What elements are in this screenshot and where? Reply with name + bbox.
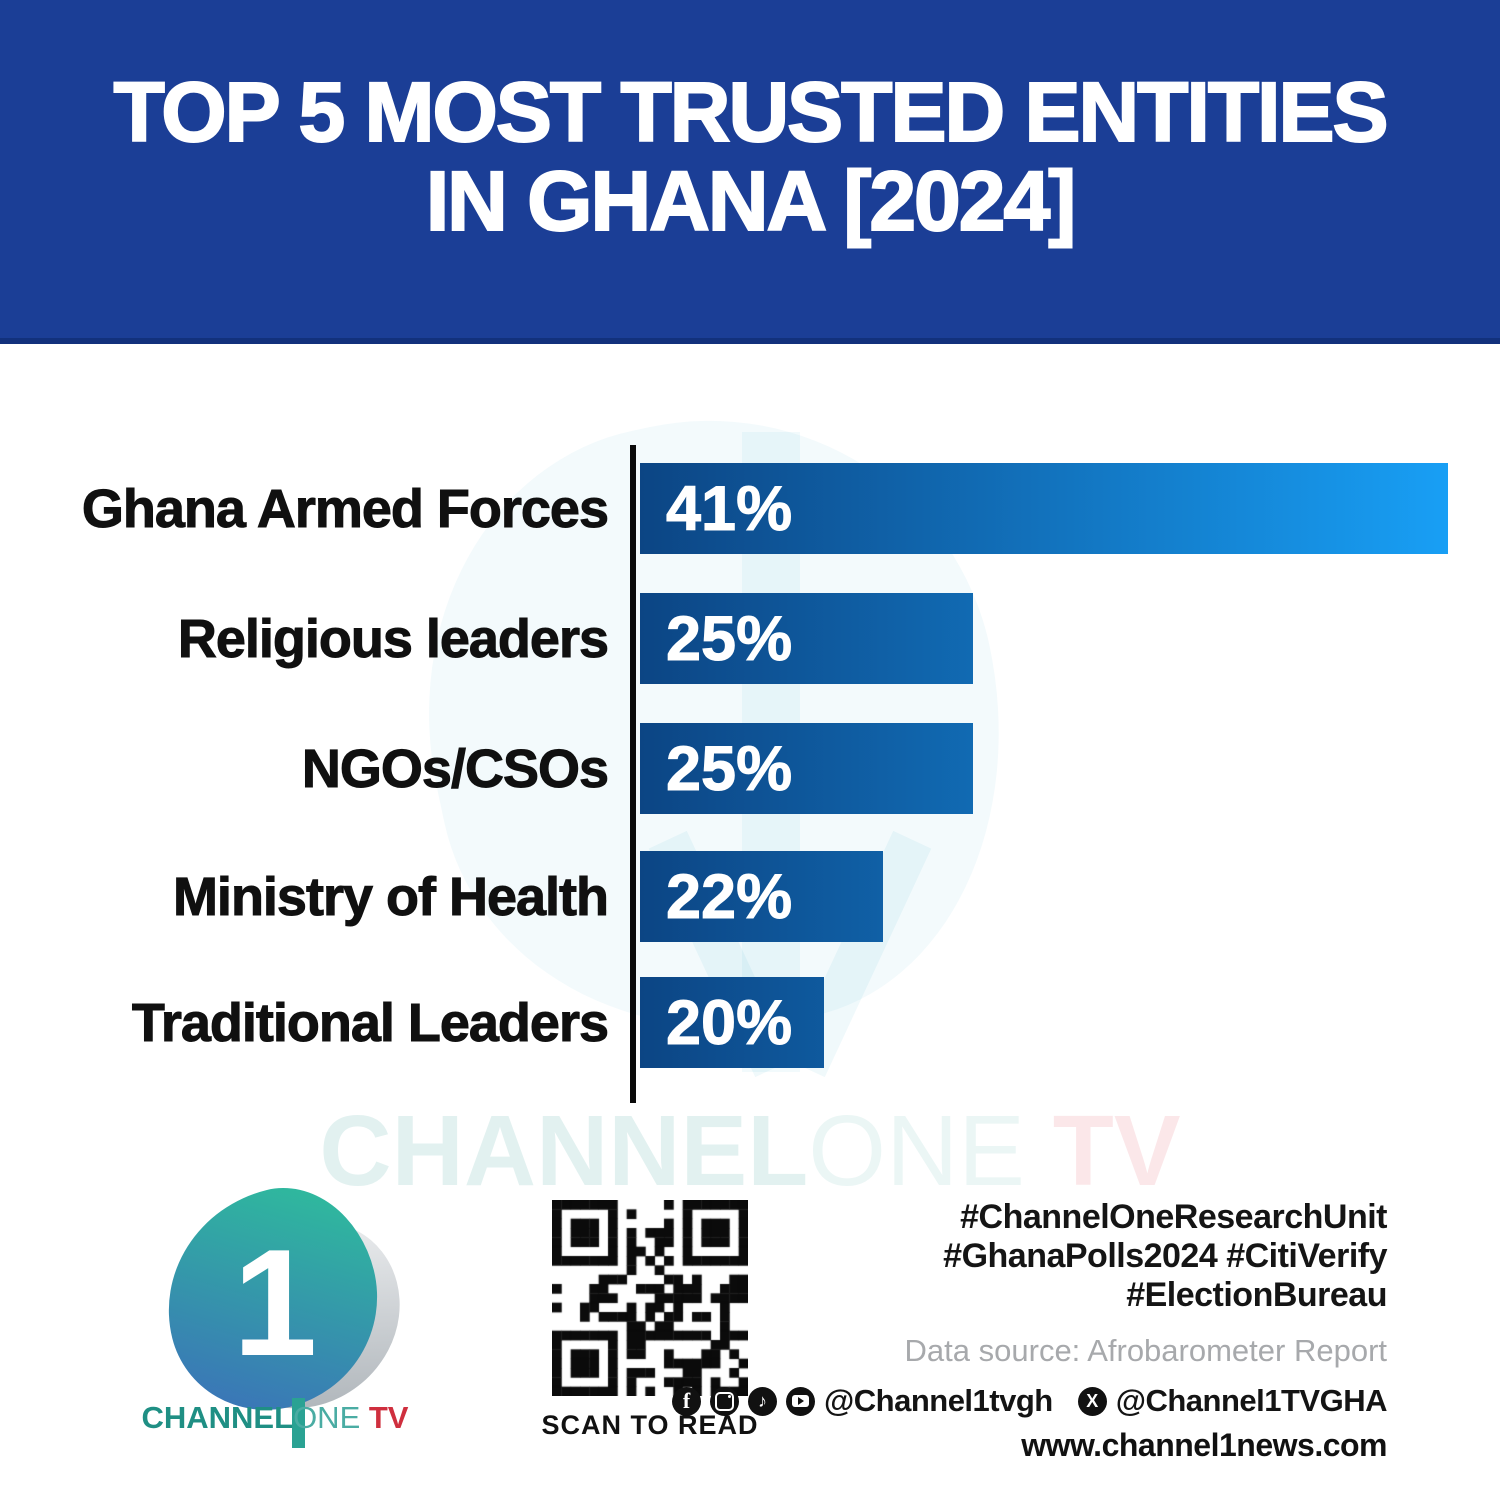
page-title: TOP 5 MOST TRUSTED ENTITIES IN GHANA [20…: [0, 0, 1500, 246]
category-label: Religious leaders: [177, 608, 609, 669]
bar-row: NGOs/CSOs 25%: [0, 723, 1500, 814]
chart-axis: [630, 445, 636, 1103]
hashtag-line: #ElectionBureau: [1126, 1276, 1387, 1314]
watermark-tv: TV: [1025, 1095, 1181, 1207]
watermark-channel: CHANNEL: [319, 1095, 809, 1207]
logo-numeral-stem: [292, 1398, 305, 1448]
website-url: www.channel1news.com: [1021, 1427, 1387, 1463]
x-icon: X: [1077, 1386, 1107, 1416]
footer-right-column: #ChannelOneResearchUnit #GhanaPolls2024 …: [672, 1198, 1388, 1464]
value-label: 41%: [665, 473, 793, 544]
bar: 25%: [640, 723, 973, 814]
category-label: Traditional Leaders: [131, 992, 609, 1053]
category-label: Ministry of Health: [172, 866, 609, 927]
social-row: f ♪ @Channel1tvgh X @Channel1TVGHA: [672, 1383, 1388, 1419]
value-label: 22%: [665, 861, 793, 932]
watermark-one: ONE: [808, 1095, 1025, 1207]
header: TOP 5 MOST TRUSTED ENTITIES IN GHANA [20…: [0, 0, 1500, 344]
bar: 25%: [640, 593, 973, 684]
bar-row: Ministry of Health 22%: [0, 851, 1500, 942]
category-label: Ghana Armed Forces: [81, 478, 609, 539]
hashtag-line: #GhanaPolls2024 #CitiVerify: [943, 1237, 1387, 1275]
instagram-icon: [710, 1386, 740, 1416]
value-label: 25%: [665, 603, 793, 674]
hashtags: #ChannelOneResearchUnit #GhanaPolls2024 …: [747, 1198, 1387, 1315]
title-line-2: IN GHANA [2024]: [425, 154, 1077, 249]
social-handle-x: @Channel1TVGHA: [1115, 1383, 1388, 1418]
title-line-1: TOP 5 MOST TRUSTED ENTITIES: [112, 65, 1389, 159]
qr-code: [552, 1200, 748, 1396]
bar-row: Religious leaders 25%: [0, 593, 1500, 684]
data-source-note: Data source: Afrobarometer Report: [904, 1333, 1387, 1368]
bar-row: Ghana Armed Forces 41%: [0, 463, 1500, 554]
watermark-brand-text: CHANNELONE TV: [0, 1094, 1500, 1209]
value-label: 25%: [665, 733, 793, 804]
logo-numeral: 1: [232, 1217, 318, 1388]
category-label: NGOs/CSOs: [301, 738, 609, 799]
youtube-icon: [786, 1386, 816, 1416]
channel-one-logo: 1: [140, 1169, 431, 1448]
brand-channel: CHANNEL: [141, 1400, 294, 1435]
social-handle-main: @Channel1tvgh: [824, 1383, 1053, 1418]
brand-tv: TV: [360, 1400, 409, 1435]
facebook-icon: f: [672, 1386, 702, 1416]
hashtag-line: #ChannelOneResearchUnit: [960, 1198, 1387, 1236]
bar: 22%: [640, 851, 883, 942]
brand-wordmark: CHANNELONE TV: [75, 1400, 475, 1436]
bar: 20%: [640, 977, 824, 1068]
tiktok-icon: ♪: [748, 1386, 778, 1416]
brand-one: ONE: [293, 1400, 361, 1435]
bar-row: Traditional Leaders 20%: [0, 977, 1500, 1068]
bar: 41%: [640, 463, 1449, 554]
value-label: 20%: [665, 987, 793, 1058]
